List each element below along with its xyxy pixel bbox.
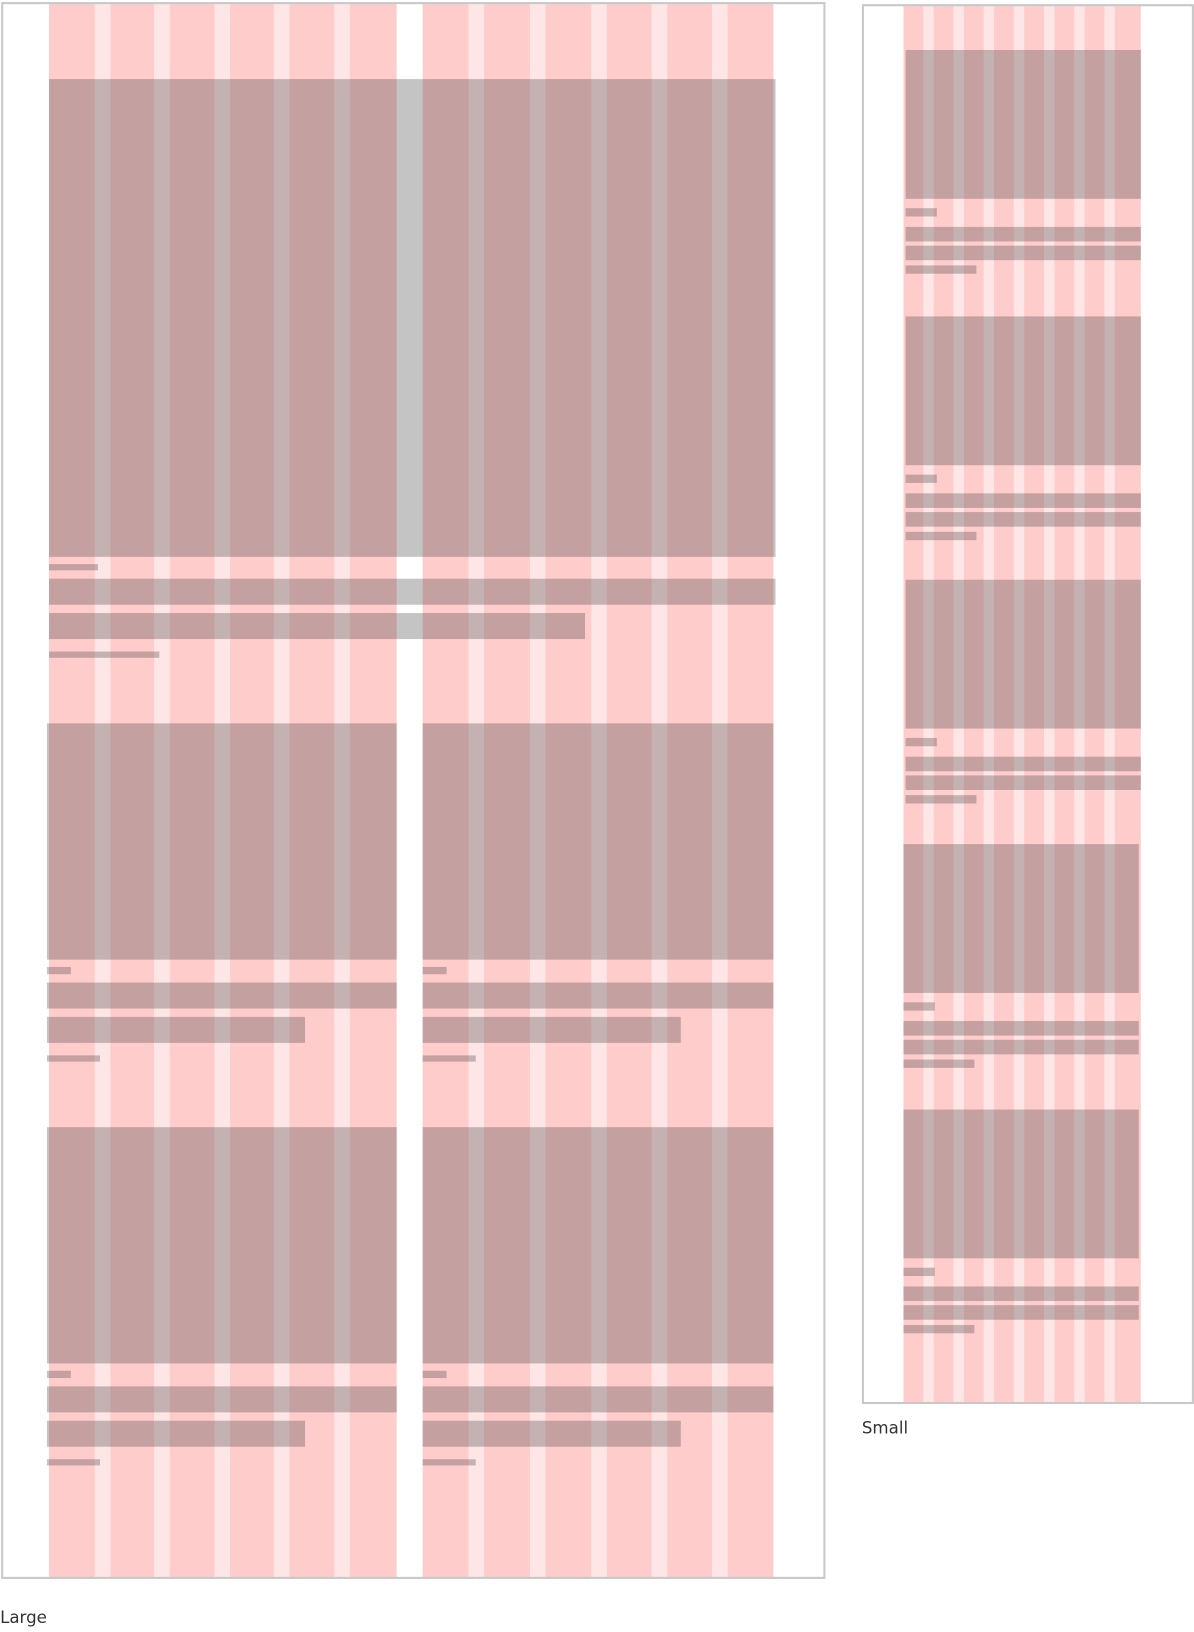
text-line [903,1021,1139,1036]
text-line [49,613,586,640]
gutter [953,5,964,1404]
gutter [529,3,546,1578]
text-line [46,1420,306,1447]
text-line [422,1055,476,1062]
card-image [903,1109,1139,1259]
text-line [422,1370,447,1379]
gutter [1104,5,1115,1404]
text-line [422,1386,774,1413]
text-line [905,245,1141,261]
text-line [49,578,776,605]
text-line [905,737,937,747]
text-line [903,1324,975,1334]
text-line [905,493,1141,508]
card-image [905,316,1141,466]
text-line [46,1055,101,1062]
hero-image [49,79,776,557]
gutter [983,5,995,1404]
text-line [903,1305,1139,1320]
gutter [1013,5,1025,1404]
text-line [905,531,977,541]
text-line [422,1016,681,1043]
gutter [1044,5,1055,1404]
text-line [905,795,977,804]
gutter [214,3,231,1578]
text-line [905,208,937,217]
text-line [422,1420,681,1447]
gutter [468,3,485,1578]
text-line [49,651,160,658]
text-line [905,226,1141,242]
frame-label: Small [862,1419,908,1438]
text-line [905,512,1141,527]
gutter [273,3,290,1578]
card-image [903,844,1139,993]
text-line [905,474,937,483]
text-line [46,1370,71,1379]
card-image [905,49,1141,199]
text-line [905,756,1141,772]
text-line [46,982,397,1009]
frame-label: Large [0,1608,47,1627]
text-line [46,966,71,975]
card-image [905,579,1141,729]
text-line [46,1386,397,1413]
gutter [923,5,934,1404]
frame [1,2,826,1579]
text-line [46,1016,306,1043]
text-line [903,1002,935,1011]
text-line [422,982,774,1009]
text-line [903,1286,1139,1302]
text-line [905,775,1141,790]
card-image [422,1127,774,1364]
card-image [46,723,397,960]
frame [861,4,1194,1405]
gutter [94,3,111,1578]
text-line [903,1059,975,1068]
text-line [903,1039,1139,1055]
text-line [905,265,977,274]
gutter [591,3,607,1578]
text-line [46,1459,101,1466]
card-image [422,723,774,960]
gutter [712,3,728,1578]
gutter [334,3,350,1578]
text-line [903,1267,935,1277]
text-line [49,564,98,571]
gutter [154,3,170,1578]
text-line [422,966,447,975]
card-image [46,1127,397,1364]
gutter [1074,5,1085,1404]
layers [1,2,1194,1579]
gutter [651,3,668,1578]
text-line [422,1459,476,1466]
